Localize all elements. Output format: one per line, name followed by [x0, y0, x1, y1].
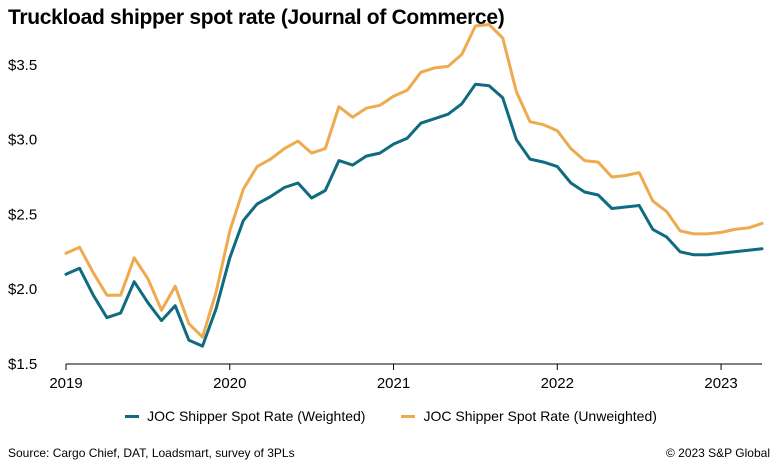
x-tick-label: 2020: [213, 375, 246, 392]
series-lines: [64, 23, 764, 348]
legend-label-weighted: JOC Shipper Spot Rate (Weighted): [147, 408, 366, 424]
legend-item-weighted: JOC Shipper Spot Rate (Weighted): [125, 408, 365, 424]
legend-item-unweighted: JOC Shipper Spot Rate (Unweighted): [401, 408, 657, 424]
y-tick-label: $3.0: [8, 132, 37, 149]
legend-label-unweighted: JOC Shipper Spot Rate (Unweighted): [423, 408, 657, 424]
legend-swatch-weighted: [125, 414, 140, 418]
y-tick-label: $3.5: [8, 57, 37, 74]
x-tick-label: 2023: [704, 375, 737, 392]
source-note: Source: Cargo Chief, DAT, Loadsmart, sur…: [8, 446, 295, 460]
chart-title: Truckload shipper spot rate (Journal of …: [8, 6, 505, 29]
y-axis: $1.5 $2.0 $2.5 $3.0 $3.5: [8, 57, 37, 373]
y-tick-label: $2.5: [8, 206, 37, 223]
copyright-note: © 2023 S&P Global: [665, 446, 770, 460]
legend-swatch-unweighted: [401, 414, 416, 418]
line-chart: $1.5 $2.0 $2.5 $3.0 $3.5 2019 2020 2021 2022 202…: [8, 23, 764, 392]
series-line-weighted: [64, 82, 764, 348]
x-axis: 2019 2020 2021 2022 2023: [49, 363, 762, 392]
x-tick-label: 2019: [49, 375, 82, 392]
y-tick-label: $1.5: [8, 356, 37, 373]
y-tick-label: $2.0: [8, 281, 37, 298]
series-line-unweighted: [64, 23, 764, 339]
x-tick-label: 2021: [377, 375, 410, 392]
legend: JOC Shipper Spot Rate (Weighted) JOC Shi…: [0, 408, 782, 424]
x-tick-label: 2022: [541, 375, 574, 392]
